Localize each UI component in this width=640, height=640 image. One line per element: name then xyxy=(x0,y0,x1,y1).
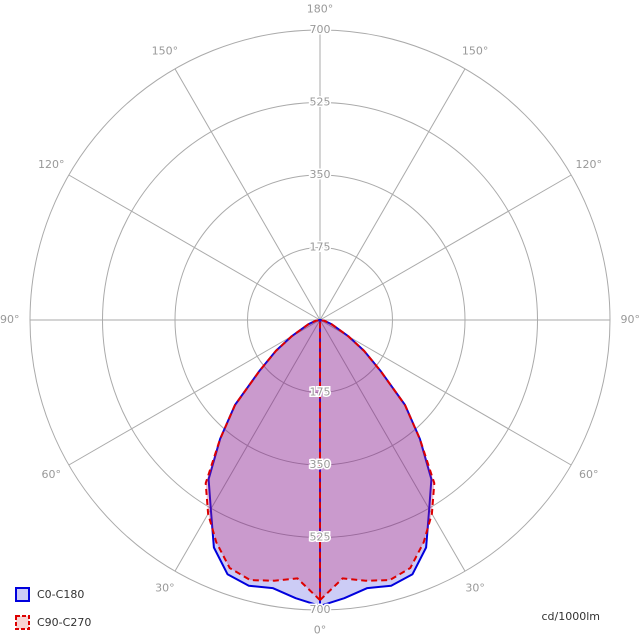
series-area xyxy=(207,319,321,607)
angle-label: 90° xyxy=(621,313,640,326)
grid-spoke xyxy=(319,68,466,321)
angle-label: 180° xyxy=(307,3,334,16)
angle-label: 60° xyxy=(579,468,599,481)
grid-spoke xyxy=(174,68,321,321)
radial-label: 175 xyxy=(310,386,331,399)
legend-label: C90-C270 xyxy=(37,616,91,629)
radial-label: 175 xyxy=(310,241,331,254)
legend-swatch xyxy=(15,615,30,630)
series-area xyxy=(204,319,321,602)
angle-label: 60° xyxy=(42,468,62,481)
grid-spoke xyxy=(68,319,321,466)
grid-spoke xyxy=(319,319,572,466)
series-area xyxy=(319,319,436,602)
radial-label: 700 xyxy=(310,603,331,616)
angle-label: 150° xyxy=(152,44,179,57)
radial-label: 525 xyxy=(310,531,331,544)
angle-label: 120° xyxy=(575,158,602,171)
angle-label: 150° xyxy=(462,44,489,57)
legend-swatch xyxy=(15,587,30,602)
radial-label: 700 xyxy=(310,23,331,36)
unit-label: cd/1000lm xyxy=(541,610,600,623)
grid-spoke xyxy=(68,174,321,321)
series-area xyxy=(319,319,433,607)
grid-spoke xyxy=(319,319,466,572)
grid-spoke xyxy=(319,174,572,321)
angle-label: 90° xyxy=(0,313,19,326)
radial-label: 350 xyxy=(310,458,331,471)
grid xyxy=(29,29,611,611)
angle-label: 120° xyxy=(38,158,65,171)
legend-label: C0-C180 xyxy=(37,588,84,601)
radial-label: 525 xyxy=(310,96,331,109)
angle-label: 30° xyxy=(465,582,485,595)
grid-spoke xyxy=(174,319,321,572)
angle-label: 30° xyxy=(155,582,175,595)
angle-label: 0° xyxy=(314,623,327,636)
radial-label: 350 xyxy=(310,168,331,181)
